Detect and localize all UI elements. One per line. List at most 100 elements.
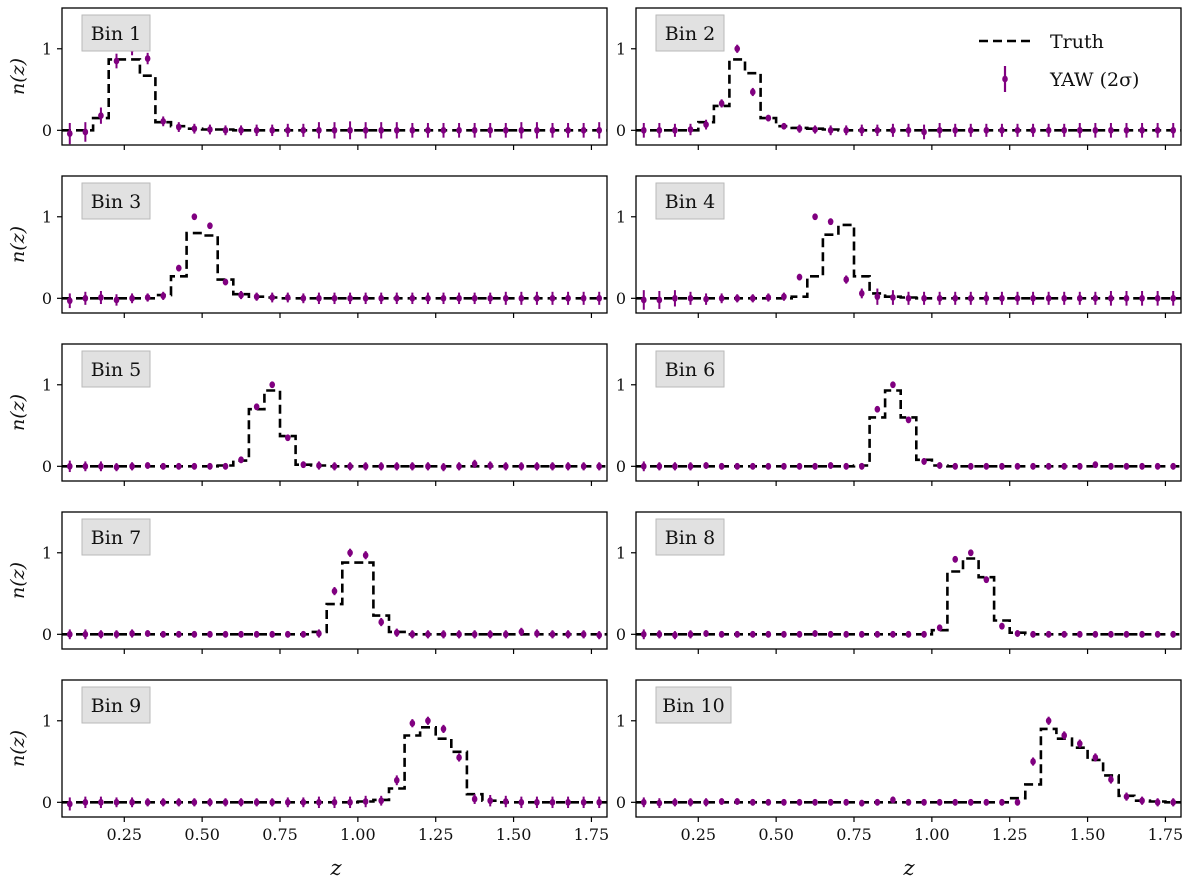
y-tick-label: 1 [42, 543, 52, 562]
x-tick-label: 0.75 [836, 825, 872, 844]
yaw-point [858, 630, 865, 638]
yaw-point [362, 294, 369, 302]
y-tick-label: 1 [616, 375, 626, 394]
yaw-point [222, 798, 229, 806]
yaw-point [781, 798, 787, 806]
y-tick-label: 1 [616, 543, 626, 562]
yaw-point [409, 630, 416, 638]
yaw-point [175, 462, 182, 470]
yaw-series [640, 381, 1177, 472]
yaw-point [1108, 462, 1114, 470]
truth-step-line [636, 58, 1181, 132]
yaw-point [66, 800, 73, 808]
yaw-point [1014, 126, 1021, 134]
yaw-point [238, 126, 244, 134]
yaw-point [534, 294, 540, 302]
y-tick-label: 1 [616, 711, 626, 730]
yaw-point [440, 630, 447, 638]
yaw-point [1139, 797, 1145, 805]
yaw-point [921, 630, 927, 638]
yaw-point [191, 213, 198, 221]
x-axis-label-left: z [329, 856, 342, 880]
yaw-point [160, 798, 167, 806]
yaw-point [1045, 294, 1052, 302]
yaw-point [1154, 462, 1161, 470]
bin-label-box [81, 14, 151, 52]
yaw-point [471, 630, 478, 638]
yaw-point [874, 405, 881, 413]
yaw-series [640, 716, 1177, 809]
yaw-point [66, 130, 73, 137]
x-tick-label: 0.25 [106, 825, 142, 844]
yaw-point [1123, 630, 1130, 638]
yaw-point [1076, 740, 1083, 748]
yaw-point [207, 126, 213, 133]
yaw-point [999, 462, 1005, 470]
yaw-point [471, 795, 478, 803]
yaw-point [253, 798, 260, 806]
x-tick-label: 1.50 [1070, 825, 1106, 844]
yaw-point [129, 798, 135, 806]
yaw-series [66, 716, 603, 811]
yaw-point [765, 294, 772, 301]
yaw-point [144, 462, 151, 469]
yaw-point [656, 630, 663, 638]
yaw-point [284, 294, 291, 301]
x-tick-label: 1.25 [418, 825, 454, 844]
yaw-point [160, 630, 167, 638]
yaw-point [425, 630, 431, 638]
yaw-point [456, 630, 462, 638]
yaw-point [456, 294, 462, 302]
yaw-point [827, 798, 834, 806]
panel-frame [61, 511, 608, 650]
yaw-point [890, 796, 896, 804]
yaw-point [749, 798, 756, 806]
yaw-point [253, 630, 260, 638]
yaw-point [160, 292, 167, 300]
yaw-point [703, 121, 709, 129]
yaw-point [393, 126, 400, 134]
yaw-point [921, 294, 927, 302]
yaw-point [534, 126, 540, 134]
yaw-point [656, 296, 663, 304]
yaw-point [672, 798, 678, 806]
bin-label: Bin 10 [662, 695, 725, 717]
yaw-point [843, 462, 850, 470]
yaw-point [905, 294, 912, 302]
yaw-point [656, 462, 663, 470]
yaw-point [409, 126, 416, 134]
yaw-point [749, 630, 756, 638]
yaw-point [393, 776, 400, 784]
yaw-point [999, 622, 1005, 630]
panel-bin-5: 0 1 n(z) Bin 5 [7, 343, 608, 486]
yaw-point [734, 45, 741, 53]
yaw-point [983, 462, 990, 470]
yaw-point [765, 798, 772, 806]
yaw-point [487, 126, 494, 134]
bin-label-box [655, 686, 732, 724]
bin-label: Bin 2 [665, 23, 715, 45]
yaw-point [409, 719, 416, 727]
yaw-point [378, 294, 385, 302]
yaw-point [858, 462, 865, 470]
yaw-point [796, 630, 803, 638]
yaw-point [269, 126, 276, 134]
yaw-point [98, 630, 104, 638]
bin-label: Bin 4 [665, 191, 715, 213]
y-tick-label: 0 [42, 289, 52, 308]
y-tick-label: 1 [42, 39, 52, 58]
yaw-point [1139, 462, 1145, 470]
yaw-point [1030, 126, 1036, 134]
yaw-point [66, 462, 73, 470]
bin-label: Bin 5 [91, 359, 141, 381]
yaw-point [331, 462, 338, 470]
yaw-point [331, 798, 338, 806]
yaw-point [378, 126, 385, 134]
yaw-point [827, 218, 834, 226]
yaw-point [936, 798, 943, 806]
yaw-point [362, 798, 369, 805]
yaw-point [827, 630, 834, 638]
